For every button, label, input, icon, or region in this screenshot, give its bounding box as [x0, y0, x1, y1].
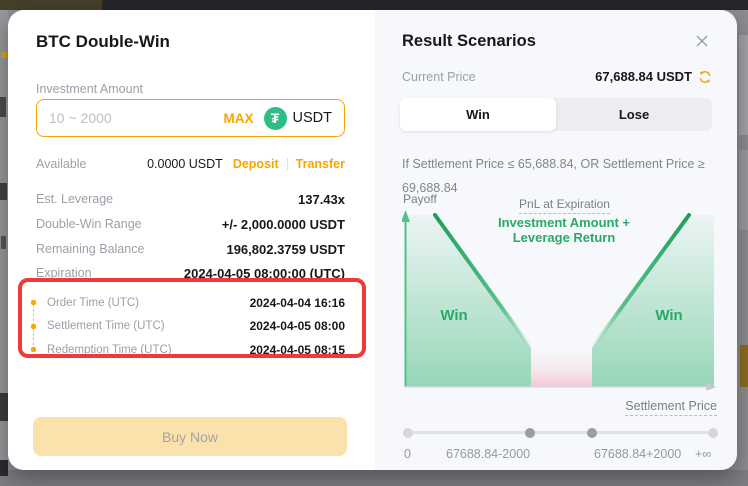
detail-row-balance: Remaining Balance 196,802.3759 USDT	[36, 241, 345, 257]
win-zone-right-fill	[592, 215, 714, 387]
settlement-price-label: Settlement Price	[625, 399, 717, 416]
tab-win[interactable]: Win	[400, 98, 556, 131]
y-axis-arrow-icon	[402, 210, 410, 222]
available-row: Available 0.0000 USDT Deposit Transfer	[36, 157, 345, 171]
refresh-icon[interactable]	[698, 70, 712, 84]
timeline-label: Order Time (UTC)	[47, 297, 139, 309]
page-title: BTC Double-Win	[36, 32, 170, 51]
detail-label: Est. Leverage	[36, 192, 114, 206]
slider-tick-zero: 0	[404, 447, 411, 461]
slider-tick-infinity: +∞	[695, 447, 712, 461]
backdrop-fragment	[0, 97, 6, 117]
timeline-row-order: Order Time (UTC) 2024-04-04 16:16	[47, 296, 345, 310]
timeline-row-redemption: Redemption Time (UTC) 2024-04-05 08:15	[47, 343, 345, 357]
investment-amount-input[interactable]: 10 ~ 2000 MAX ₮ USDT	[36, 99, 345, 137]
payoff-chart-canvas	[402, 210, 716, 390]
deposit-link[interactable]: Deposit	[232, 157, 279, 171]
timeline-value: 2024-04-05 08:15	[249, 343, 345, 357]
slider-upper-bound-dot[interactable]	[587, 427, 597, 438]
detail-value: 2024-04-05 08:00:00 (UTC)	[183, 265, 345, 281]
detail-value: 196,802.3759 USDT	[226, 241, 345, 257]
detail-value: 137.43x	[298, 191, 345, 207]
tether-icon: ₮	[263, 106, 287, 130]
backdrop-fragment	[739, 35, 748, 135]
settlement-price-slider[interactable]	[405, 431, 713, 434]
timeline-row-settlement: Settlement Time (UTC) 2024-04-05 08:00	[47, 319, 345, 333]
close-button[interactable]	[691, 30, 713, 52]
detail-row-range: Double-Win Range +/- 2,000.0000 USDT	[36, 216, 345, 232]
slider-lower-bound-dot[interactable]	[525, 427, 535, 438]
scenario-condition-text: If Settlement Price ≤ 65,688.84, OR Sett…	[402, 157, 705, 195]
timeline-bullet	[31, 300, 36, 305]
backdrop-fragment	[1, 236, 6, 249]
double-win-modal: BTC Double-Win Investment Amount 10 ~ 20…	[8, 10, 737, 470]
backdrop-bottom	[0, 470, 748, 486]
timeline-bullet	[31, 347, 36, 352]
result-scenarios-panel: Result Scenarios Current Price 67,688.84…	[375, 10, 737, 470]
payoff-line-left	[433, 213, 533, 350]
divider	[286, 158, 288, 170]
close-icon	[696, 35, 708, 47]
currency-label: USDT	[292, 110, 332, 126]
timeline-value: 2024-04-04 16:16	[249, 296, 345, 310]
tab-lose[interactable]: Lose	[618, 107, 650, 122]
transfer-link[interactable]: Transfer	[295, 157, 345, 171]
scenario-tabs: Win Lose	[400, 98, 712, 131]
win-zone-left-label: Win	[440, 307, 468, 324]
win-zone-left-fill	[405, 215, 531, 387]
detail-label: Double-Win Range	[36, 217, 142, 231]
backdrop-fragment	[0, 393, 8, 421]
backdrop-fragment	[0, 183, 7, 200]
order-panel: BTC Double-Win Investment Amount 10 ~ 20…	[8, 10, 375, 470]
backdrop-fragment	[739, 150, 748, 230]
investment-amount-label: Investment Amount	[36, 82, 144, 96]
backdrop-fragment	[0, 460, 8, 476]
detail-value: +/- 2,000.0000 USDT	[221, 216, 345, 232]
pnl-at-expiration-label: PnL at Expiration	[492, 197, 637, 214]
lose-zone-fill	[531, 348, 592, 387]
win-zone-right-label: Win	[655, 307, 683, 324]
timeline-bullet	[31, 324, 36, 329]
current-price-value: 67,688.84 USDT	[595, 69, 692, 84]
backdrop-fragment	[1, 52, 7, 58]
backdrop-fragment	[740, 345, 748, 387]
timeline-value: 2024-04-05 08:00	[249, 319, 345, 333]
max-button[interactable]: MAX	[223, 110, 254, 126]
y-axis-label: Payoff	[403, 192, 437, 206]
timeline-label: Settlement Time (UTC)	[47, 320, 165, 332]
input-placeholder: 10 ~ 2000	[49, 110, 112, 126]
slider-tick-lower: 67688.84-2000	[446, 447, 531, 461]
slider-endpoint-dot	[708, 427, 718, 438]
detail-row-expiration: Expiration 2024-04-05 08:00:00 (UTC)	[36, 265, 345, 281]
current-price-label: Current Price	[402, 69, 476, 84]
current-price-row: Current Price 67,688.84 USDT	[402, 69, 712, 84]
background-top-bar-accent	[0, 0, 102, 10]
detail-label: Expiration	[36, 266, 92, 280]
panel-title: Result Scenarios	[402, 32, 536, 50]
slider-endpoint-dot	[403, 427, 413, 438]
slider-tick-upper: 67688.84+2000	[594, 447, 682, 461]
x-axis-arrow-icon	[706, 382, 716, 390]
detail-label: Remaining Balance	[36, 242, 145, 256]
payoff-chart: Payoff PnL at Expiration Investment Amou…	[402, 190, 717, 390]
background-top-bar	[0, 0, 748, 10]
buy-now-button[interactable]: Buy Now	[33, 417, 347, 456]
backdrop-right	[737, 10, 748, 486]
detail-row-leverage: Est. Leverage 137.43x	[36, 191, 345, 207]
available-label: Available	[36, 157, 87, 171]
payoff-line-right	[590, 213, 691, 350]
timeline-label: Redemption Time (UTC)	[47, 344, 172, 356]
leverage-return-annotation: Investment Amount + Leverage Return	[497, 215, 631, 245]
available-value: 0.0000 USDT	[147, 157, 223, 171]
